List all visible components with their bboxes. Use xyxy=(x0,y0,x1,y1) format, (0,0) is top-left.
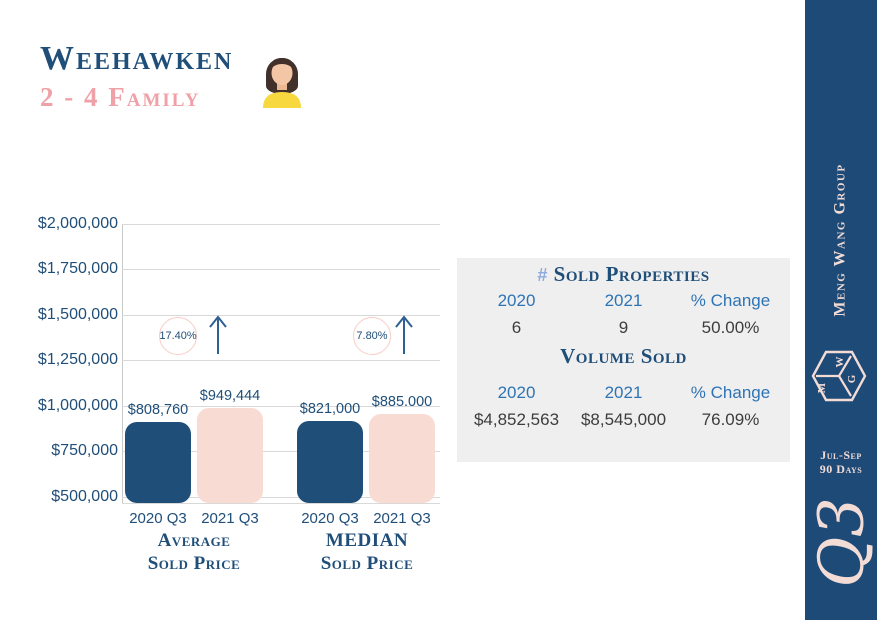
year-header: 2020 xyxy=(497,383,536,402)
page-subtitle: 2 - 4 Family xyxy=(40,82,201,112)
mwg-hexagon-logo-icon: M W G xyxy=(811,350,867,402)
volume-2021-value: $8,545,000 xyxy=(580,410,667,429)
y-tick-label: $500,000 xyxy=(51,488,118,505)
brand-name-wrap: Meng Wang Group xyxy=(805,130,877,350)
gridline xyxy=(122,315,440,316)
group-label-median: MEDIAN Sold Price xyxy=(296,529,438,575)
bar-chart: $2,000,000 $1,750,000 $1,500,000 $1,250,… xyxy=(37,215,440,575)
y-tick-label: $2,000,000 xyxy=(37,215,118,232)
face-shape xyxy=(271,61,293,85)
shirt-shape xyxy=(263,92,301,108)
average-2021-bar xyxy=(197,408,263,503)
up-arrow-icon xyxy=(209,315,227,354)
y-tick-label: $1,250,000 xyxy=(37,351,118,368)
y-tick-label: $1,500,000 xyxy=(37,306,118,323)
sold-properties-title: # Sold Properties xyxy=(457,262,790,287)
volume-sold-header-row: 2020 2021 % Change xyxy=(463,383,784,403)
quarter-mark-wrap: Q3 xyxy=(805,492,877,592)
median-2020-value-label: $821,000 xyxy=(299,401,361,417)
logo-letter-g: G xyxy=(846,374,858,383)
bangs-shape xyxy=(269,58,295,72)
y-tick-label: $1,750,000 xyxy=(37,260,118,277)
group-label-line2: Sold Price xyxy=(147,553,241,574)
quarter-mark: Q3 xyxy=(804,496,877,588)
group-label-line1: Average xyxy=(157,530,231,551)
year-header: 2021 xyxy=(604,383,643,402)
category-label: 2020 Q3 xyxy=(301,510,359,527)
gridline xyxy=(122,451,440,452)
average-2020-bar xyxy=(125,422,191,503)
period-months: Jul-Sep xyxy=(820,448,862,462)
brand-sidebar xyxy=(805,0,877,620)
group-label-line1: MEDIAN xyxy=(325,530,409,551)
up-arrow-icon xyxy=(395,315,413,354)
logo-letter-w: W xyxy=(834,357,846,368)
period-label: Jul-Sep 90 Days xyxy=(805,448,877,476)
category-label: 2020 Q3 xyxy=(129,510,187,527)
category-label: 2021 Q3 xyxy=(373,510,431,527)
change-badge-average: 17.40% xyxy=(159,317,197,355)
volume-sold-title: Volume Sold xyxy=(560,344,687,368)
year-header: 2021 xyxy=(604,291,643,310)
sold-2021-value: 9 xyxy=(618,318,629,337)
gridline xyxy=(122,269,440,270)
sold-properties-value-row: 6 9 50.00% xyxy=(463,318,784,338)
gridline xyxy=(122,224,440,225)
sold-properties-title-text: Sold Properties xyxy=(553,262,710,286)
gridline xyxy=(122,360,440,361)
volume-sold-value-row: $4,852,563 $8,545,000 76.09% xyxy=(463,410,784,430)
agent-photo xyxy=(253,50,311,108)
year-header: 2020 xyxy=(497,291,536,310)
average-2020-value-label: $808,760 xyxy=(127,402,189,418)
pct-change-header: % Change xyxy=(690,291,771,310)
group-label-average: Average Sold Price xyxy=(124,529,264,575)
sold-2020-value: 6 xyxy=(511,318,522,337)
hash-symbol: # xyxy=(537,265,548,285)
median-2021-bar xyxy=(369,414,435,503)
category-label: 2021 Q3 xyxy=(201,510,259,527)
brand-name: Meng Wang Group xyxy=(832,163,850,317)
y-tick-label: $750,000 xyxy=(51,442,118,459)
x-axis-line xyxy=(122,503,440,504)
volume-change-value: 76.09% xyxy=(701,410,760,429)
y-axis-line xyxy=(122,224,123,504)
gridline xyxy=(122,497,440,498)
stats-panel: # Sold Properties 2020 2021 % Change 6 9… xyxy=(457,258,790,462)
median-2021-value-label: $885.000 xyxy=(371,394,433,410)
volume-2020-value: $4,852,563 xyxy=(473,410,560,429)
sold-change-value: 50.00% xyxy=(701,318,760,337)
page-title: Weehawken xyxy=(40,40,234,77)
pct-change-header: % Change xyxy=(690,383,771,402)
period-days: 90 Days xyxy=(819,462,863,476)
logo-letter-m: M xyxy=(816,382,828,393)
change-badge-median: 7.80% xyxy=(353,317,391,355)
average-2021-value-label: $949,444 xyxy=(199,388,261,404)
sold-properties-header-row: 2020 2021 % Change xyxy=(463,291,784,311)
median-2020-bar xyxy=(297,421,363,503)
y-tick-label: $1,000,000 xyxy=(37,397,118,414)
group-label-line2: Sold Price xyxy=(320,553,414,574)
gridline xyxy=(122,406,440,407)
